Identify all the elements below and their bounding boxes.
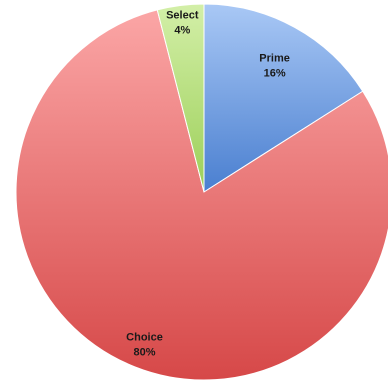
slice-value: 4% — [174, 24, 190, 36]
slice-name: Select — [166, 9, 199, 21]
slice-value: 80% — [133, 346, 155, 358]
slice-name: Prime — [259, 53, 290, 65]
pie-slice-choice — [15, 9, 388, 381]
labels-layer: Prime 16% Choice 80% Select 4% — [126, 9, 290, 358]
slice-label-select: Select 4% — [166, 9, 199, 36]
slice-label-choice: Choice 80% — [126, 331, 163, 358]
slice-label-prime: Prime 16% — [259, 53, 290, 80]
slice-name: Choice — [126, 331, 163, 343]
slices-layer — [15, 3, 388, 381]
slice-value: 16% — [264, 68, 286, 80]
pie-slice-prime — [203, 3, 364, 193]
pie-slice-select — [156, 3, 205, 193]
